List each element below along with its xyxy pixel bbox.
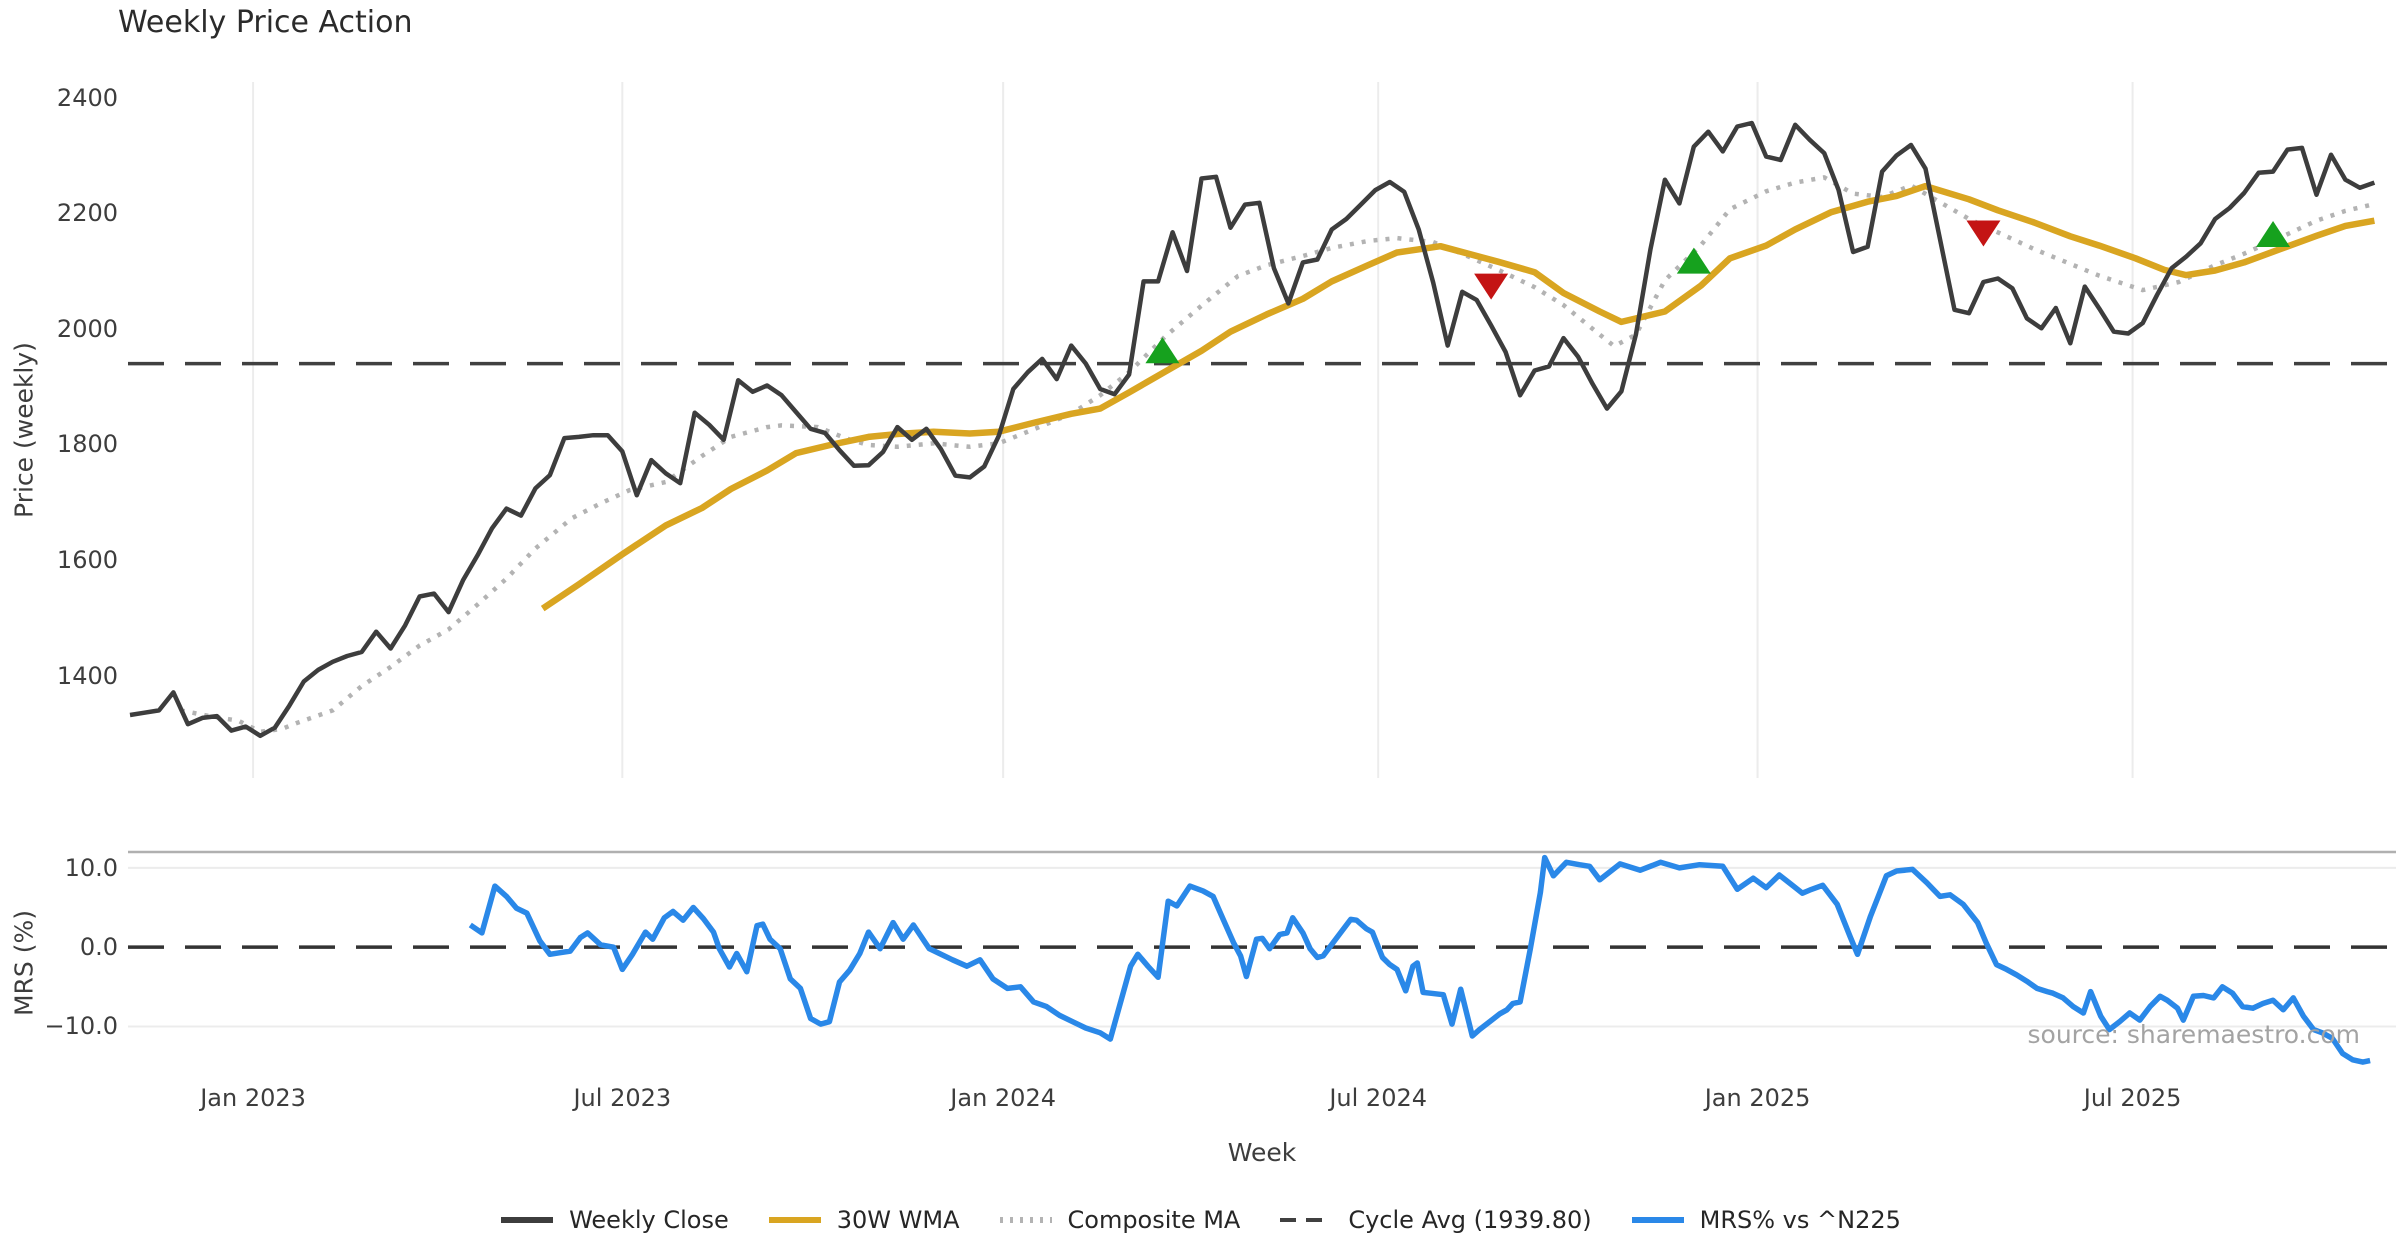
x-tick: Jul 2024 (1329, 1084, 1428, 1112)
legend-label: 30W WMA (836, 1206, 960, 1234)
buy-signal-marker (1676, 247, 1711, 274)
legend-label: MRS% vs ^N225 (1699, 1206, 1901, 1234)
legend: Weekly Close 30W WMA Composite MA Cycle Avg… (0, 1206, 2400, 1234)
buy-signal-marker (2256, 221, 2291, 248)
legend-item: MRS% vs ^N225 (1630, 1206, 1901, 1234)
x-tick: Jul 2025 (2083, 1084, 2182, 1112)
source-watermark: source: sharemaestro.com (2027, 1020, 2361, 1049)
x-tick: Jan 2023 (200, 1084, 306, 1112)
chart-title: Weekly Price Action (118, 5, 413, 40)
legend-item: 30W WMA (767, 1206, 960, 1234)
dotted-line-swatch (999, 1217, 1052, 1223)
mrs-ytick: 0.0 (79, 933, 118, 962)
price-axis-label: Price (weekly) (9, 342, 39, 518)
legend-label: Cycle Avg (1939.80) (1348, 1206, 1592, 1234)
legend-label: Composite MA (1067, 1206, 1241, 1234)
x-tick: Jan 2024 (950, 1084, 1056, 1112)
sell-signal-marker (1474, 273, 1509, 300)
dashed-line-swatch (1280, 1218, 1333, 1222)
solid-line-swatch (768, 1217, 821, 1223)
weekly-close-line (129, 120, 2376, 739)
price-ytick: 2000 (56, 314, 118, 343)
composite-ma-line (180, 175, 2375, 735)
price-ytick: 1600 (56, 546, 118, 575)
legend-label: Weekly Close (569, 1206, 729, 1234)
mrs-vs-n225-line (468, 854, 2371, 1065)
price-ytick: 2400 (56, 83, 118, 112)
x-tick: Jan 2025 (1704, 1084, 1811, 1112)
price-ytick: 2200 (56, 199, 118, 228)
x-tick: Jul 2023 (573, 1084, 672, 1112)
legend-item: Composite MA (998, 1206, 1241, 1234)
price-ytick: 1800 (56, 430, 118, 459)
price-ytick: 1400 (56, 661, 118, 690)
mrs-ytick: 10.0 (64, 853, 118, 882)
30w-wma-line (540, 182, 2375, 612)
buy-signal-marker (1145, 337, 1180, 364)
legend-item: Cycle Avg (1939.80) (1278, 1206, 1592, 1234)
sell-signal-marker (1966, 220, 2001, 247)
legend-item: Weekly Close (499, 1206, 729, 1234)
mrs-ytick: −10.0 (44, 1012, 118, 1041)
mrs-axis-label: MRS (%) (9, 909, 39, 1017)
solid-line-swatch (501, 1217, 554, 1223)
solid-line-swatch (1631, 1217, 1684, 1223)
x-axis-label: Week (1227, 1138, 1297, 1167)
